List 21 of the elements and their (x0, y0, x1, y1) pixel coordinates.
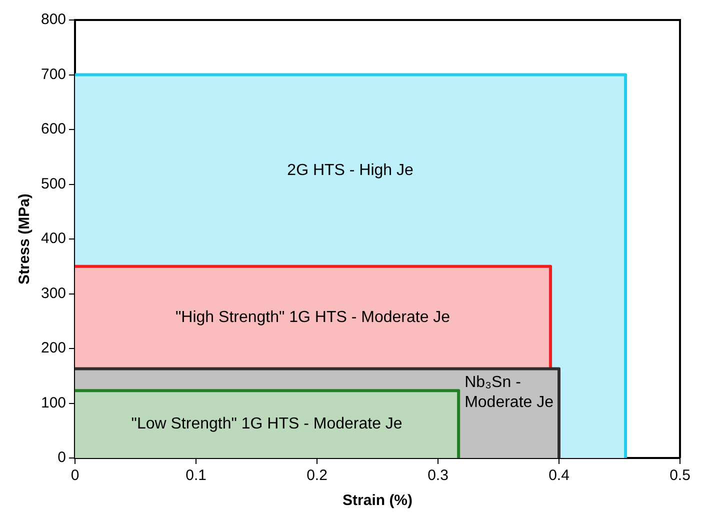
series-label: 2G HTS - High Je (287, 162, 414, 179)
x-tick-label: 0.1 (186, 467, 206, 484)
y-tick-label: 0 (58, 449, 66, 466)
y-tick-label: 100 (40, 394, 66, 412)
x-tick-label: 0 (70, 467, 80, 484)
x-tick-label: 0.4 (548, 467, 570, 484)
x-tick-label: 0.5 (670, 467, 690, 484)
series-label: Nb₃Sn - Moderate Je (464, 374, 554, 412)
series-label: "High Strength" 1G HTS - Moderate Je (175, 308, 450, 326)
y-tick-label: 200 (40, 340, 66, 357)
y-axis-title: Stress (MPa) (16, 194, 34, 284)
x-axis-title: Strain (%) (342, 492, 413, 510)
x-tick-label: 0.2 (306, 467, 328, 484)
y-tick-label: 300 (40, 284, 66, 302)
y-tick-label: 400 (40, 230, 66, 248)
y-tick-label: 600 (40, 120, 66, 138)
y-tick-label: 800 (40, 11, 66, 28)
y-tick-label: 500 (40, 175, 66, 192)
x-tick-label: 0.3 (428, 467, 448, 484)
series-label: "Low Strength" 1G HTS - Moderate Je (131, 416, 402, 433)
y-tick-label: 700 (40, 66, 66, 83)
